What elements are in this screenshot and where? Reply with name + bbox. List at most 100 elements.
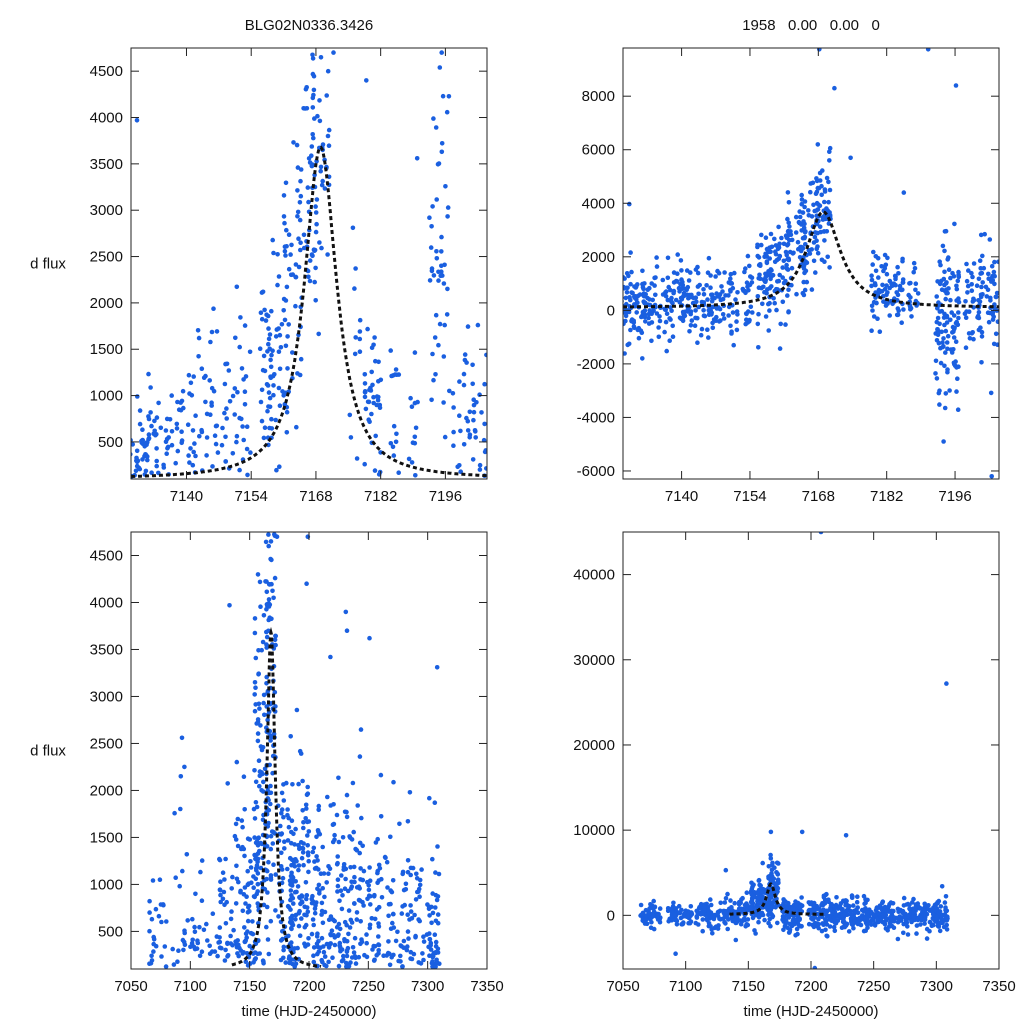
data-point <box>262 425 268 431</box>
data-point <box>255 731 261 736</box>
data-point <box>188 380 194 386</box>
data-point <box>335 933 341 939</box>
data-point <box>312 279 318 285</box>
data-point <box>654 255 659 260</box>
data-point <box>763 253 769 258</box>
data-point <box>686 278 692 283</box>
data-point <box>871 314 877 319</box>
data-point <box>412 912 417 918</box>
data-point <box>408 395 413 401</box>
data-point <box>317 891 322 896</box>
data-point <box>290 782 295 787</box>
data-point <box>427 215 432 220</box>
data-point <box>313 210 319 215</box>
data-point <box>768 856 774 861</box>
data-point <box>328 654 333 660</box>
data-point <box>242 885 248 890</box>
data-point <box>812 234 818 240</box>
data-point <box>233 821 239 827</box>
data-point <box>410 865 416 871</box>
data-point <box>669 906 675 911</box>
data-point <box>335 860 340 866</box>
y-tick-label: 0 <box>607 302 615 319</box>
data-point <box>272 575 278 581</box>
data-point <box>376 862 382 868</box>
data-point <box>389 889 395 895</box>
data-point <box>770 914 775 920</box>
data-point <box>370 382 375 388</box>
data-point <box>335 889 340 894</box>
data-point <box>779 235 784 241</box>
data-point <box>723 896 729 901</box>
data-point <box>728 271 734 277</box>
data-point <box>798 904 803 909</box>
data-point <box>195 328 201 333</box>
data-point <box>234 759 240 765</box>
y-tick-label: 2000 <box>90 295 123 312</box>
data-point <box>439 149 445 155</box>
data-point <box>718 297 724 303</box>
data-point <box>943 350 948 355</box>
y-tick-label: 30000 <box>573 652 615 669</box>
data-point <box>373 433 379 439</box>
x-tick-label: 7182 <box>870 488 903 505</box>
model-fit-curve <box>729 882 824 916</box>
data-point <box>331 802 336 807</box>
data-point <box>261 902 267 908</box>
data-point <box>172 810 177 816</box>
data-point <box>268 846 274 852</box>
data-point <box>229 886 234 891</box>
data-point <box>955 376 960 382</box>
data-point <box>911 260 917 266</box>
data-point <box>265 349 270 354</box>
data-point <box>367 635 372 641</box>
data-point <box>264 924 269 930</box>
data-point <box>451 405 456 410</box>
data-point <box>701 287 706 292</box>
data-point <box>352 286 357 291</box>
data-point <box>376 942 382 948</box>
data-point <box>623 275 626 280</box>
data-point <box>996 259 999 265</box>
data-point <box>815 142 821 147</box>
data-point <box>356 954 362 960</box>
data-point <box>258 310 264 316</box>
data-point <box>313 229 319 235</box>
data-point <box>343 876 348 882</box>
data-point <box>285 866 290 872</box>
data-point <box>343 609 349 615</box>
data-point <box>901 903 907 908</box>
data-point <box>822 901 828 906</box>
data-point <box>344 809 349 815</box>
data-point <box>951 329 956 334</box>
data-point <box>358 866 363 871</box>
data-point <box>977 258 983 264</box>
data-point <box>252 894 257 900</box>
data-point <box>650 912 655 918</box>
data-point <box>484 466 487 471</box>
data-point <box>785 216 790 222</box>
data-point <box>259 647 265 653</box>
data-point <box>186 453 191 458</box>
data-point <box>473 435 479 440</box>
data-point <box>290 961 295 967</box>
data-point <box>869 328 874 334</box>
data-point <box>699 326 705 332</box>
data-point <box>751 893 756 899</box>
data-point <box>281 308 287 313</box>
data-point <box>934 294 939 299</box>
data-point <box>267 762 273 768</box>
data-point <box>822 238 827 243</box>
data-point <box>395 929 400 935</box>
data-point <box>199 858 205 863</box>
data-point <box>447 388 452 394</box>
data-point <box>376 904 382 910</box>
data-point <box>376 394 381 400</box>
data-point <box>977 299 983 304</box>
data-point <box>180 868 185 874</box>
data-point <box>163 964 169 969</box>
data-point <box>682 313 688 319</box>
data-point <box>386 939 391 944</box>
data-point <box>421 957 426 963</box>
